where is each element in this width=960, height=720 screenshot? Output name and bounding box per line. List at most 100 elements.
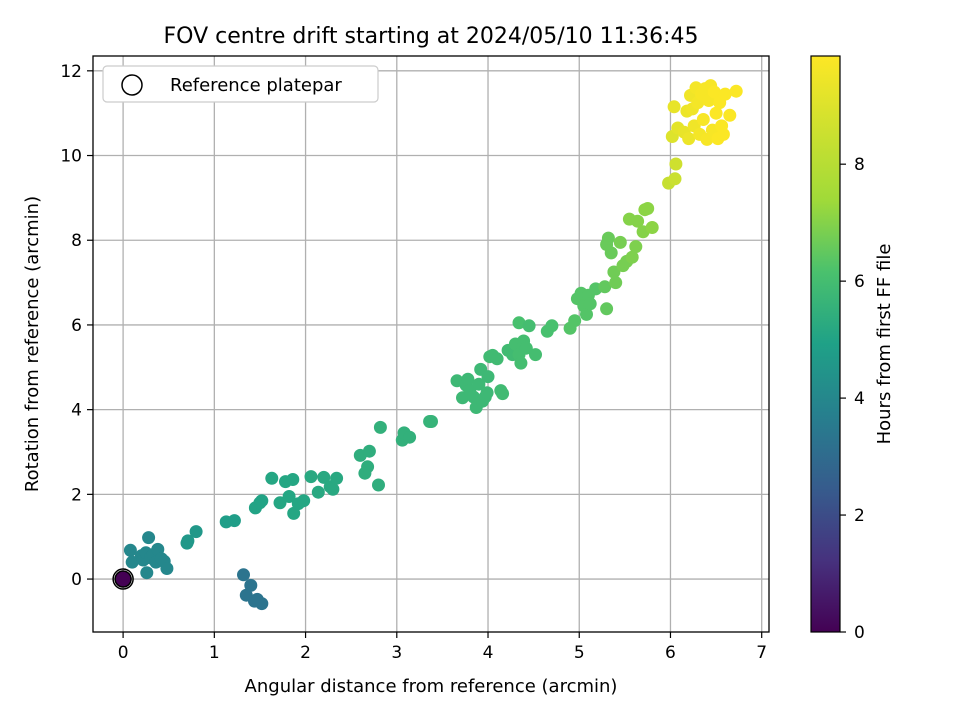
y-tick-label: 10 [60,147,82,167]
data-point [707,85,721,99]
colorbar-tick-label: 4 [854,389,865,409]
data-point [227,514,241,528]
data-point [604,246,618,260]
data-point [326,482,340,496]
data-point [514,356,528,370]
data-point [237,568,250,582]
legend-marker-reference [121,74,143,96]
data-point [373,420,387,434]
x-tick-label: 3 [391,643,402,663]
reference-ring [112,568,134,590]
x-tick-label: 1 [209,643,220,663]
x-tick-label: 0 [118,643,129,663]
data-point [255,494,269,508]
data-point [311,485,325,499]
data-point [286,473,300,486]
data-point [372,478,385,492]
data-point [709,106,723,120]
reference-point [114,570,132,588]
data-point [362,444,376,458]
colorbar: 0 2 4 6 8 Hours from first FF file [810,55,895,643]
y-axis-ticks: 0 2 4 6 8 10 12 [60,62,93,590]
x-axis-ticks: 0 1 2 3 4 5 6 7 [118,632,767,663]
y-tick-label: 6 [71,316,82,336]
data-point [568,314,582,328]
data-point [330,471,344,485]
data-point [631,214,645,228]
data-point [645,221,659,234]
data-point [682,132,696,146]
data-point [140,566,154,580]
data-point [244,578,258,592]
data-point [598,280,612,294]
data-point [718,87,732,101]
data-point [461,372,475,386]
data-point [669,157,683,171]
data-point [480,386,494,400]
colorbar-ticks: 0 2 4 6 8 [840,155,865,643]
data-point [609,276,623,290]
data-point [481,370,495,384]
data-point [716,127,730,141]
data-point [723,108,737,122]
data-point [529,348,542,362]
data-point [273,496,287,510]
y-axis-label: Rotation from reference (arcmin) [22,196,43,492]
data-point [496,387,510,401]
data-point [490,352,504,366]
data-point [282,490,296,503]
data-point [425,415,438,428]
data-point [304,470,318,484]
legend: Reference platepar [102,65,379,103]
colorbar-label: Hours from first FF file [874,244,895,445]
data-point [545,319,559,333]
data-point [519,341,533,355]
data-point [189,525,203,539]
data-point [361,460,375,474]
colorbar-gradient [810,55,841,633]
legend-entry-reference: Reference platepar [170,75,342,96]
data-point [629,240,643,254]
y-tick-label: 8 [71,231,82,251]
data-point [607,265,621,279]
y-tick-label: 4 [71,401,82,421]
colorbar-tick-label: 6 [854,272,865,292]
grid [93,56,769,632]
data-point [696,113,710,126]
y-tick-label: 12 [60,62,82,82]
data-points [123,79,743,611]
colorbar-tick-label: 2 [854,506,865,526]
data-point [613,235,627,249]
data-point [142,531,156,545]
data-point [472,377,486,391]
y-tick-label: 0 [71,570,82,590]
x-tick-label: 6 [665,643,676,663]
data-point [641,202,655,215]
x-axis-label: Angular distance from reference (arcmin) [245,676,618,697]
data-point [601,231,615,245]
data-point [287,506,301,520]
data-point [181,534,195,548]
data-point [668,172,682,186]
data-point [583,297,597,311]
data-point [403,430,417,444]
legend-box [102,65,379,103]
data-point [160,562,174,575]
x-tick-label: 4 [483,643,494,663]
data-point [123,543,137,557]
plot-frame [92,55,770,633]
data-point [625,250,639,264]
data-point [297,494,311,508]
data-point [667,100,681,114]
data-point [255,597,269,611]
colorbar-tick-label: 8 [854,155,865,175]
chart-title: FOV centre drift starting at 2024/05/10 … [164,24,699,49]
colorbar-tick-label: 0 [854,623,865,643]
y-tick-label: 2 [71,485,82,505]
data-point [125,555,139,569]
data-point [729,84,743,98]
data-point [522,319,536,333]
data-point [512,316,526,330]
data-point [600,302,614,316]
